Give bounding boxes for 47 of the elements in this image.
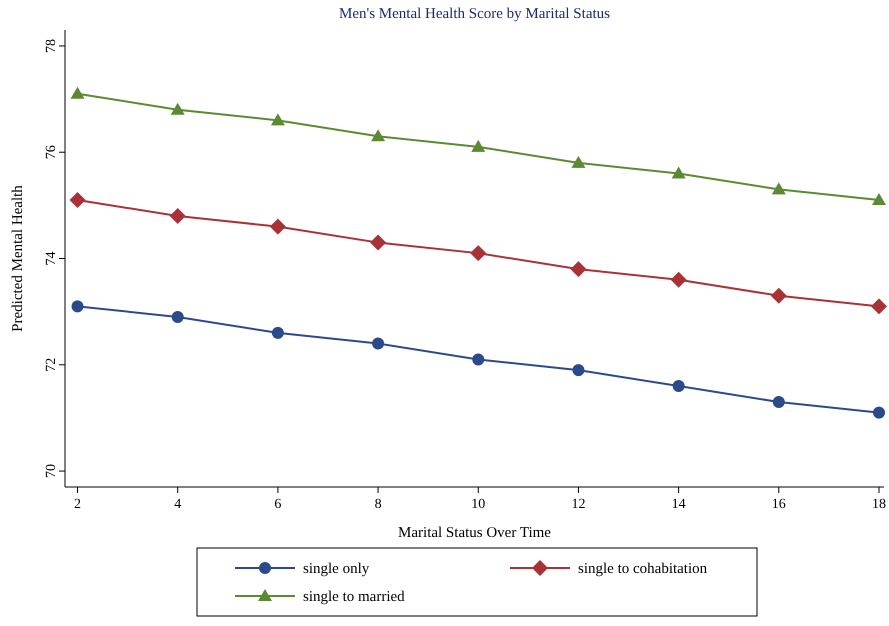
legend-label: single to married	[303, 589, 406, 605]
point	[170, 102, 185, 115]
point	[70, 192, 86, 208]
point	[272, 326, 284, 339]
point	[371, 129, 386, 142]
point	[670, 272, 687, 288]
x-tick-label: 10	[471, 497, 486, 512]
legend-label: single only	[303, 561, 370, 577]
y-tick-label: 74	[44, 252, 59, 266]
x-tick-label: 4	[174, 497, 182, 512]
point	[70, 86, 85, 99]
point	[172, 310, 184, 323]
point	[772, 396, 785, 408]
point	[270, 113, 285, 126]
point	[270, 218, 286, 235]
point	[872, 193, 886, 206]
point	[471, 140, 486, 152]
point	[672, 380, 685, 392]
y-tick-label: 70	[44, 464, 59, 478]
point	[472, 353, 484, 366]
point	[170, 208, 186, 224]
x-tick-label: 8	[374, 497, 382, 512]
point	[571, 156, 586, 168]
point	[570, 261, 586, 278]
point	[370, 234, 386, 251]
point	[872, 406, 885, 419]
point	[672, 166, 686, 178]
legend-label: single to cohabitation	[578, 561, 708, 577]
chart-title: Men's Mental Health Score by Marital Status	[339, 6, 610, 22]
x-tick-label: 2	[74, 497, 82, 512]
point	[72, 300, 84, 312]
y-axis-title: Predicted Mental Health	[10, 184, 26, 332]
x-tick-label: 16	[772, 497, 786, 512]
y-tick-label: 72	[44, 358, 59, 372]
x-tick-label: 14	[672, 497, 686, 512]
point	[870, 298, 887, 314]
point	[470, 245, 486, 262]
point	[772, 182, 786, 194]
point	[770, 288, 787, 304]
y-tick-label: 78	[44, 38, 59, 53]
point	[572, 364, 584, 376]
x-tick-label: 6	[274, 497, 282, 512]
y-tick-label: 76	[44, 145, 59, 160]
x-axis-title: Marital Status Over Time	[398, 525, 552, 541]
x-tick-label: 18	[872, 497, 886, 512]
x-tick-label: 12	[571, 497, 586, 512]
point	[372, 338, 384, 350]
